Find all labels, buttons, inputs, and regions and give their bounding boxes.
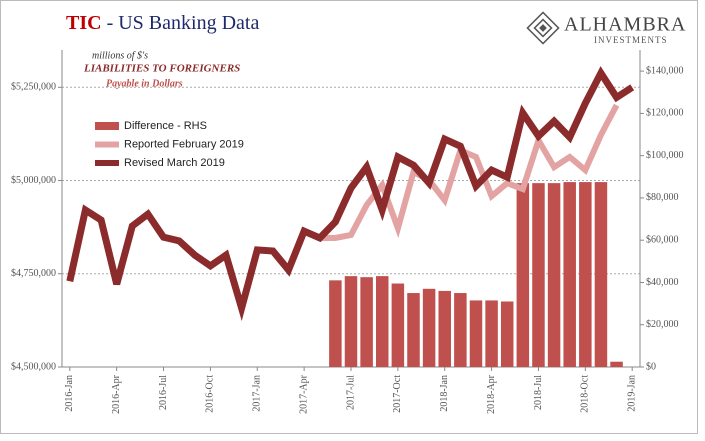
annotation: LIABILITIES TO FOREIGNERS bbox=[83, 63, 240, 75]
bar bbox=[594, 182, 608, 367]
logo-name: ALHAMBRA bbox=[564, 14, 686, 36]
y-tick-label: $5,000,000 bbox=[11, 175, 56, 186]
x-tick-label: 2018-Jan bbox=[439, 375, 450, 412]
bar bbox=[563, 182, 576, 367]
x-tick-label: 2016-Apr bbox=[111, 374, 122, 414]
title-highlight: TIC bbox=[66, 12, 102, 34]
annotation: millions of $'s bbox=[92, 50, 148, 61]
x-tick-label: 2017-Oct bbox=[392, 375, 403, 413]
chart-title: TIC - US Banking Data bbox=[66, 12, 259, 34]
legend-swatch bbox=[95, 122, 119, 130]
bar bbox=[329, 280, 342, 367]
bar bbox=[454, 293, 467, 367]
x-tick-label: 2018-Oct bbox=[580, 375, 591, 413]
bar bbox=[532, 183, 545, 367]
x-tick-label: 2018-Apr bbox=[486, 374, 497, 414]
x-tick-label: 2016-Jul bbox=[158, 375, 169, 410]
annotation: Payable in Dollars bbox=[106, 78, 183, 89]
bar bbox=[610, 361, 623, 367]
y-tick-label: $4,750,000 bbox=[11, 268, 56, 279]
x-tick-label: 2016-Jan bbox=[64, 375, 75, 412]
y2-tick-label: $80,000 bbox=[646, 192, 679, 203]
y2-tick-label: $20,000 bbox=[646, 319, 679, 330]
bar bbox=[391, 283, 405, 367]
y2-tick-label: $100,000 bbox=[646, 150, 684, 161]
y2-tick-label: $60,000 bbox=[646, 234, 679, 245]
bar bbox=[547, 183, 561, 367]
logo-tagline: INVESTMENTS bbox=[594, 35, 668, 45]
x-tick-label: 2017-Jan bbox=[252, 375, 263, 412]
bar bbox=[516, 183, 530, 367]
bar bbox=[500, 301, 514, 367]
bar bbox=[422, 288, 436, 367]
x-tick-label: 2017-Jul bbox=[345, 375, 356, 410]
legend-label: Difference - RHS bbox=[124, 120, 207, 132]
y-tick-label: $5,250,000 bbox=[11, 82, 56, 93]
x-tick-label: 2016-Oct bbox=[205, 375, 216, 413]
bar bbox=[360, 277, 373, 367]
bar bbox=[375, 276, 389, 367]
y2-tick-label: $0 bbox=[646, 361, 656, 372]
bar bbox=[438, 290, 451, 367]
line bbox=[66, 66, 635, 321]
bar bbox=[485, 300, 498, 367]
logo-icon bbox=[526, 11, 560, 45]
x-tick-label: 2019-Jan bbox=[626, 375, 637, 412]
x-tick-label: 2018-Jul bbox=[533, 375, 544, 410]
y2-tick-label: $120,000 bbox=[646, 108, 684, 119]
y2-tick-label: $40,000 bbox=[646, 277, 679, 288]
y2-tick-label: $140,000 bbox=[646, 65, 684, 76]
y-tick-label: $4,500,000 bbox=[11, 361, 56, 372]
bar bbox=[469, 300, 483, 367]
bar bbox=[344, 276, 358, 367]
title-rest: - US Banking Data bbox=[107, 12, 260, 34]
bar bbox=[407, 293, 420, 367]
x-tick-label: 2017-Apr bbox=[298, 374, 309, 414]
legend-label: Revised March 2019 bbox=[124, 157, 225, 169]
bar bbox=[579, 182, 592, 367]
legend-label: Reported February 2019 bbox=[124, 138, 244, 150]
logo: ALHAMBRA INVESTMENTS bbox=[526, 11, 686, 45]
